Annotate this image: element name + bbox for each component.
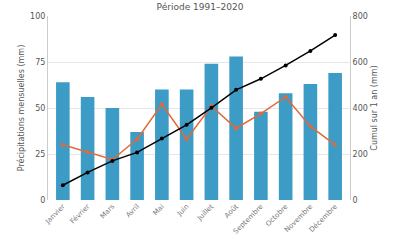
svg-text:Précipitations mensuelles (mm): Précipitations mensuelles (mm) [16, 45, 26, 172]
svg-text:75: 75 [35, 58, 45, 67]
svg-text:Janvier: Janvier [43, 203, 66, 226]
svg-text:0: 0 [353, 196, 358, 205]
svg-text:Cumul sur 1 an (mm): Cumul sur 1 an (mm) [370, 65, 379, 150]
svg-text:Septembre: Septembre [232, 203, 265, 236]
svg-text:600: 600 [353, 58, 368, 67]
svg-text:50: 50 [35, 104, 45, 113]
svg-text:Août: Août [223, 203, 240, 220]
svg-text:Décembre: Décembre [308, 203, 339, 234]
svg-text:Période 1991–2020: Période 1991–2020 [157, 2, 244, 12]
svg-text:0: 0 [40, 196, 45, 205]
svg-text:Novembre: Novembre [283, 203, 314, 234]
svg-text:Mars: Mars [99, 202, 117, 220]
svg-text:Février: Février [69, 203, 92, 226]
svg-text:100: 100 [30, 12, 45, 21]
svg-text:25: 25 [35, 150, 45, 159]
svg-text:Juin: Juin [175, 203, 190, 218]
svg-text:Mai: Mai [151, 203, 165, 217]
svg-text:800: 800 [353, 12, 368, 21]
svg-text:Avril: Avril [125, 203, 142, 220]
svg-text:400: 400 [353, 104, 368, 113]
svg-text:Octobre: Octobre [264, 203, 289, 228]
svg-text:Juillet: Juillet [195, 203, 215, 223]
svg-text:200: 200 [353, 150, 368, 159]
